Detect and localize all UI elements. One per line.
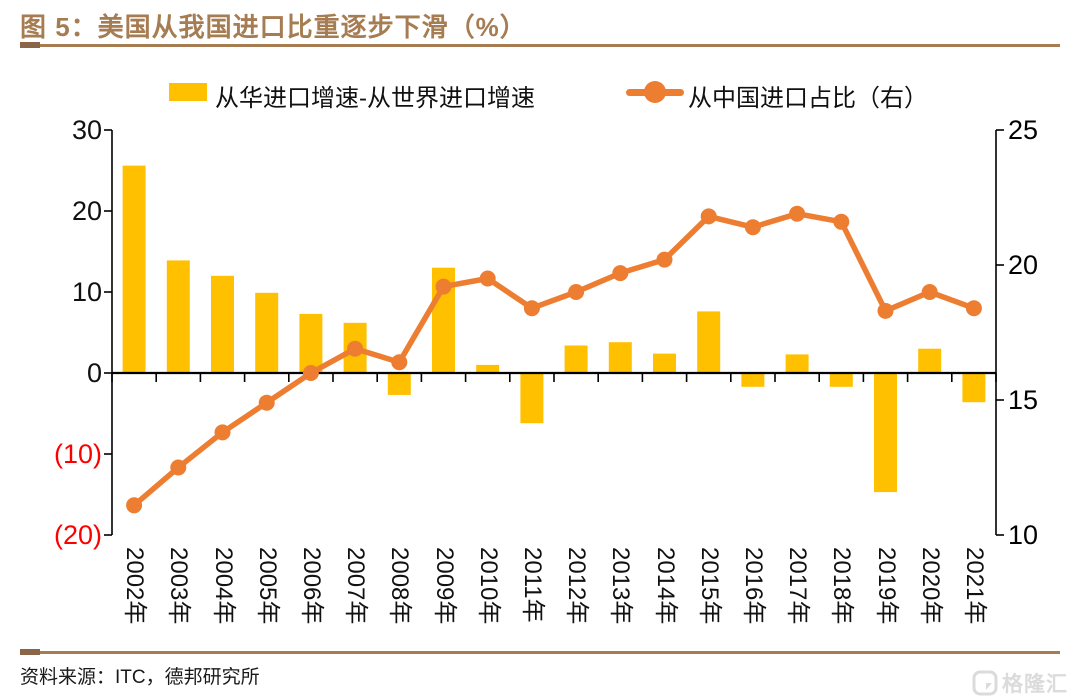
x-axis-category-label: 2013年: [607, 547, 635, 625]
bar: [829, 373, 853, 387]
line-marker: [921, 284, 938, 300]
bar: [653, 353, 676, 373]
left-axis-tick-label: (20): [53, 520, 102, 550]
line-marker: [612, 265, 629, 282]
line-marker: [302, 365, 319, 381]
x-axis-category-label: 2009年: [430, 547, 458, 625]
bar: [299, 313, 323, 373]
x-axis-category-label: 2006年: [297, 547, 325, 625]
title-divider: [20, 44, 1060, 47]
x-axis-category-label: 2020年: [916, 547, 944, 625]
right-axis-tick-label: 20: [1008, 250, 1039, 280]
line-marker: [523, 300, 540, 317]
bar: [166, 260, 190, 373]
line-marker: [170, 459, 187, 476]
x-axis-category-label: 2012年: [563, 547, 591, 625]
bar: [122, 165, 146, 373]
line-marker: [214, 424, 231, 441]
x-axis-category-label: 2019年: [872, 547, 900, 625]
line-marker: [391, 354, 408, 371]
legend-bar-label: 从华进口增速-从世界进口增速: [215, 85, 535, 112]
bar: [520, 373, 544, 424]
bar: [785, 354, 809, 373]
line-marker: [435, 278, 452, 295]
left-axis-tick-label: 20: [71, 196, 102, 226]
bar: [564, 345, 588, 373]
right-axis-tick-label: 10: [1008, 520, 1039, 550]
watermark-text: 格隆汇: [1002, 673, 1068, 696]
line-marker: [965, 300, 982, 317]
x-axis-category-label: 2002年: [121, 547, 149, 625]
bar: [918, 348, 942, 373]
x-axis-category-label: 2021年: [960, 547, 988, 625]
bar: [608, 342, 632, 373]
line-marker: [789, 205, 806, 222]
bar: [741, 373, 765, 387]
x-axis-category-label: 2008年: [386, 547, 414, 625]
bar: [962, 373, 986, 403]
x-axis-category-label: 2015年: [695, 547, 723, 625]
bar: [255, 292, 279, 373]
source-note: 资料来源：ITC，德邦研究所: [20, 667, 260, 688]
x-axis-category-label: 2010年: [474, 547, 502, 625]
left-axis-tick-label: 30: [71, 115, 102, 145]
bar: [874, 373, 897, 493]
x-axis-category-label: 2017年: [784, 547, 812, 625]
bar: [697, 311, 721, 373]
x-axis-category-label: 2005年: [253, 547, 281, 625]
line-marker: [700, 208, 717, 225]
legend-line-label: 从中国进口占比（右）: [688, 85, 928, 112]
line-marker: [656, 251, 673, 268]
bar: [211, 275, 234, 373]
line-marker: [877, 302, 894, 319]
x-axis-category-label: 2014年: [651, 547, 679, 625]
legend-line-marker-icon: [644, 81, 666, 103]
line-marker: [126, 497, 143, 514]
x-axis-category-label: 2016年: [739, 547, 767, 625]
bar: [476, 364, 500, 373]
legend-bar-swatch: [169, 83, 207, 101]
line-marker: [479, 270, 496, 287]
x-axis-category-label: 2003年: [165, 547, 193, 625]
footer-divider-cap: [20, 649, 40, 655]
line-marker: [258, 394, 275, 411]
x-axis-category-label: 2007年: [342, 547, 370, 625]
line-marker: [744, 219, 761, 236]
line-marker: [568, 284, 585, 300]
footer-divider: [20, 651, 1060, 654]
right-axis-tick-label: 15: [1008, 385, 1039, 415]
left-axis-tick-label: 0: [86, 358, 102, 388]
x-axis-category-label: 2018年: [828, 547, 856, 625]
x-axis-category-label: 2011年: [518, 547, 546, 623]
title-divider-cap: [20, 42, 40, 48]
chart-title: 图 5：美国从我国进口比重逐步下滑（%）: [20, 12, 527, 42]
bar: [387, 373, 411, 395]
x-axis-category-label: 2004年: [209, 547, 237, 625]
left-axis-tick-label: 10: [71, 277, 102, 307]
right-axis-tick-label: 25: [1008, 115, 1039, 145]
line-marker: [833, 213, 850, 230]
line-marker: [347, 340, 364, 357]
gelonghui-logo-icon: [972, 670, 998, 696]
gelonghui-watermark: 格隆汇: [972, 668, 1068, 698]
left-axis-tick-label: (10): [53, 439, 102, 469]
